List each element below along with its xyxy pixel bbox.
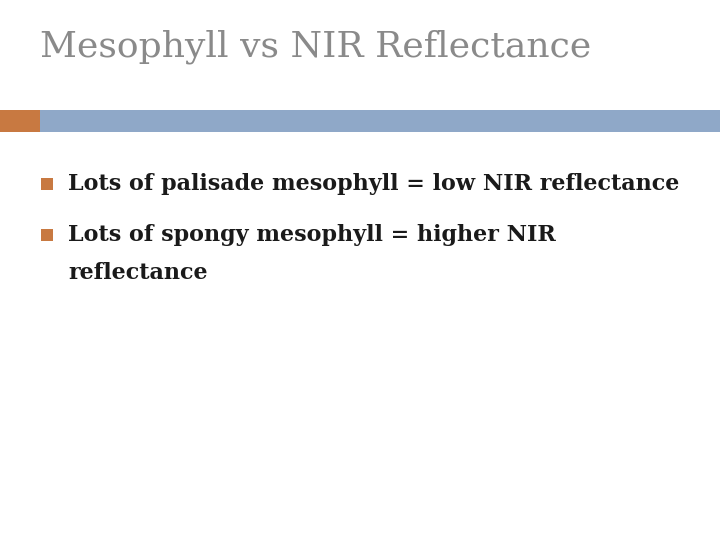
Text: Lots of palisade mesophyll = low NIR reflectance: Lots of palisade mesophyll = low NIR ref… [68,173,680,194]
Text: Lots of spongy mesophyll = higher NIR: Lots of spongy mesophyll = higher NIR [68,224,556,246]
Bar [0,110,40,132]
Text: reflectance: reflectance [68,262,208,284]
Text: Mesophyll vs NIR Reflectance: Mesophyll vs NIR Reflectance [40,30,591,64]
Bar [40,110,720,132]
